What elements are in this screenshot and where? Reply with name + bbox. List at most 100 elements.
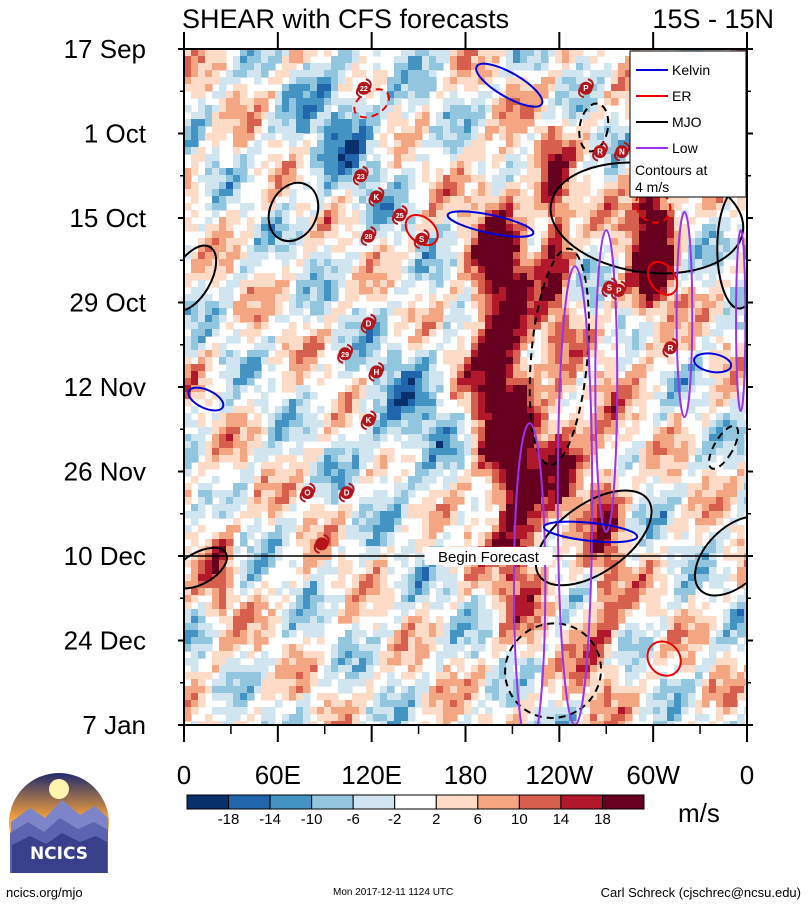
shear-cell [408,231,416,239]
shear-cell [667,413,675,421]
shear-cell [310,112,318,120]
shear-cell [415,588,423,596]
shear-cell [723,420,731,428]
shear-cell [527,581,535,589]
shear-cell [450,175,458,183]
shear-cell [555,245,563,253]
shear-cell [611,490,619,498]
shear-cell [422,217,430,225]
shear-cell [646,462,654,470]
shear-cell [667,252,675,260]
shear-cell [597,315,605,323]
shear-cell [541,350,549,358]
shear-cell [338,581,346,589]
shear-cell [506,238,514,246]
shear-cell [324,476,332,484]
shear-cell [618,63,626,71]
shear-cell [191,196,199,204]
shear-cell [345,322,353,330]
shear-cell [268,91,276,99]
shear-cell [359,448,367,456]
shear-cell [541,105,549,113]
shear-cell [240,308,248,316]
shear-cell [576,539,584,547]
shear-cell [632,252,640,260]
shear-cell [268,210,276,218]
shear-cell [604,378,612,386]
shear-cell [366,252,374,260]
shear-cell [310,266,318,274]
shear-cell [247,203,255,211]
shear-cell [618,273,626,281]
shear-cell [422,392,430,400]
shear-cell [303,252,311,260]
shear-cell [282,336,290,344]
shear-cell [730,483,738,491]
shear-cell [499,203,507,211]
shear-cell [261,245,269,253]
shear-cell [625,504,633,512]
shear-cell [408,371,416,379]
shear-cell [184,413,192,421]
shear-cell [429,518,437,526]
shear-cell [478,168,486,176]
shear-cell [289,154,297,162]
shear-cell [436,210,444,218]
shear-cell [506,567,514,575]
shear-cell [485,70,493,78]
shear-cell [198,224,206,232]
shear-cell [632,588,640,596]
shear-cell [373,203,381,211]
shear-cell [618,413,626,421]
shear-cell [429,490,437,498]
shear-cell [478,133,486,141]
shear-cell [205,560,213,568]
shear-cell [233,455,241,463]
shear-cell [478,287,486,295]
shear-cell [548,294,556,302]
shear-cell [373,518,381,526]
shear-cell [590,483,598,491]
shear-cell [240,483,248,491]
shear-cell [450,231,458,239]
shear-cell [471,497,479,505]
shear-cell [632,427,640,435]
shear-cell [562,420,570,428]
shear-cell [709,511,717,519]
shear-cell [450,378,458,386]
shear-cell [562,539,570,547]
shear-cell [240,252,248,260]
shear-cell [198,98,206,106]
shear-cell [282,343,290,351]
shear-cell [373,140,381,148]
shear-cell [443,175,451,183]
shear-cell [212,126,220,134]
shear-cell [429,203,437,211]
shear-cell [289,203,297,211]
shear-cell [604,532,612,540]
shear-cell [562,140,570,148]
shear-cell [457,518,465,526]
shear-cell [373,273,381,281]
shear-cell [695,322,703,330]
shear-cell [464,434,472,442]
shear-cell [464,63,472,71]
shear-cell [436,301,444,309]
shear-cell [625,112,633,120]
shear-cell [653,350,661,358]
shear-cell [541,420,549,428]
shear-cell [254,112,262,120]
shear-cell [625,448,633,456]
shear-cell [345,161,353,169]
shear-cell [261,224,269,232]
shear-cell [366,133,374,141]
shear-cell [282,413,290,421]
shear-cell [737,238,745,246]
shear-cell [702,203,710,211]
shear-cell [520,287,528,295]
shear-cell [569,350,577,358]
shear-cell [317,196,325,204]
shear-cell [618,420,626,428]
shear-cell [534,112,542,120]
shear-cell [471,350,479,358]
